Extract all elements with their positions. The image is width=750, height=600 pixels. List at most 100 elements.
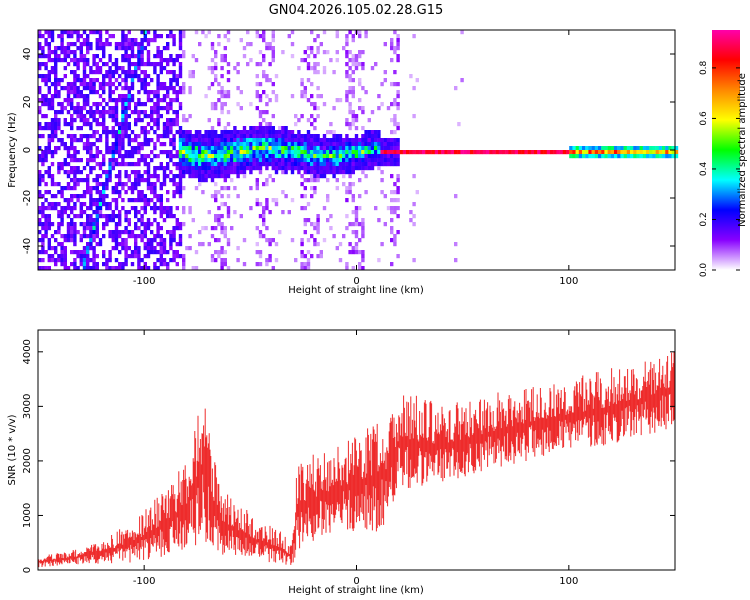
- heatmap-cell: [121, 134, 125, 139]
- heatmap-cell: [351, 54, 355, 59]
- heatmap-cell: [38, 62, 42, 67]
- heatmap-cell: [169, 178, 173, 183]
- heatmap-cell: [252, 154, 256, 159]
- heatmap-cell: [121, 70, 125, 75]
- heatmap-cell: [348, 138, 352, 143]
- heatmap-cell: [233, 130, 237, 135]
- heatmap-cell: [422, 150, 426, 155]
- heatmap-cell: [607, 146, 611, 151]
- heatmap-cell: [361, 66, 365, 71]
- heatmap-cell: [364, 190, 368, 195]
- heatmap-cell: [412, 174, 416, 179]
- heatmap-cell: [76, 58, 80, 63]
- heatmap-cell: [98, 198, 103, 203]
- heatmap-cell: [76, 170, 80, 175]
- heatmap-cell: [166, 206, 170, 211]
- heatmap-cell: [204, 138, 208, 143]
- heatmap-cell: [310, 162, 314, 167]
- heatmap-cell: [166, 118, 170, 123]
- heatmap-cell: [182, 134, 186, 139]
- heatmap-cell: [134, 70, 138, 75]
- heatmap-cell: [86, 98, 90, 103]
- heatmap-cell: [76, 230, 80, 235]
- heatmap-cell: [214, 166, 218, 171]
- heatmap-cell: [134, 106, 138, 111]
- heatmap-cell: [636, 146, 640, 151]
- heatmap-cell: [223, 102, 227, 107]
- heatmap-cell: [169, 118, 173, 123]
- heatmap-cell: [201, 162, 205, 167]
- heatmap-cell: [169, 230, 173, 235]
- heatmap-cell: [130, 198, 135, 203]
- heatmap-cell: [92, 250, 96, 255]
- heatmap-cell: [287, 166, 291, 171]
- heatmap-cell: [281, 130, 285, 135]
- heatmap-cell: [316, 242, 320, 247]
- heatmap-cell: [124, 46, 128, 51]
- heatmap-cell: [294, 162, 298, 167]
- heatmap-cell: [124, 262, 128, 267]
- heatmap-cell: [92, 70, 96, 75]
- heatmap-cell: [105, 174, 109, 179]
- heatmap-cell: [409, 218, 413, 223]
- heatmap-cell: [310, 102, 314, 107]
- heatmap-cell: [214, 102, 218, 107]
- heatmap-cell: [370, 110, 375, 115]
- heatmap-cell: [73, 50, 77, 55]
- heatmap-cell: [66, 86, 71, 91]
- heatmap-cell: [358, 222, 362, 227]
- heatmap-cell: [95, 202, 99, 207]
- heatmap-cell: [182, 158, 186, 163]
- heatmap-cell: [140, 126, 144, 131]
- heatmap-cell: [182, 90, 186, 95]
- heatmap-cell: [76, 30, 80, 35]
- heatmap-cell: [194, 266, 199, 271]
- heatmap-cell: [214, 106, 218, 111]
- heatmap-cell: [182, 130, 186, 135]
- heatmap-cell: [313, 166, 317, 171]
- heatmap-cell: [623, 154, 627, 159]
- heatmap-cell: [70, 134, 74, 139]
- heatmap-cell: [169, 258, 173, 263]
- heatmap-cell: [265, 46, 269, 51]
- heatmap-cell: [134, 198, 138, 203]
- heatmap-cell: [210, 226, 215, 231]
- heatmap-cell: [166, 58, 170, 63]
- heatmap-cell: [364, 34, 368, 39]
- heatmap-cell: [156, 198, 160, 203]
- y-tick-label: 0: [22, 567, 33, 573]
- heatmap-cell: [204, 226, 208, 231]
- heatmap-cell: [121, 66, 125, 71]
- heatmap-cell: [284, 126, 288, 131]
- heatmap-cell: [73, 174, 77, 179]
- heatmap-cell: [153, 130, 157, 135]
- heatmap-cell: [76, 34, 80, 39]
- heatmap-cell: [38, 218, 42, 223]
- heatmap-cell: [57, 166, 61, 171]
- heatmap-cell: [41, 94, 45, 99]
- heatmap-cell: [156, 122, 160, 127]
- heatmap-cell: [316, 138, 320, 143]
- heatmap-cell: [354, 214, 359, 219]
- heatmap-cell: [380, 146, 384, 151]
- heatmap-cell: [63, 250, 67, 255]
- heatmap-cell: [313, 238, 317, 243]
- heatmap-cell: [124, 214, 128, 219]
- heatmap-cell: [278, 126, 282, 131]
- heatmap-cell: [345, 122, 349, 127]
- heatmap-cell: [281, 210, 285, 215]
- heatmap-cell: [162, 250, 167, 255]
- heatmap-cell: [300, 166, 304, 171]
- heatmap-cell: [374, 206, 378, 211]
- heatmap-cell: [252, 166, 256, 171]
- heatmap-cell: [303, 194, 307, 199]
- heatmap-cell: [172, 226, 176, 231]
- heatmap-cell: [457, 122, 461, 127]
- heatmap-cell: [191, 146, 195, 151]
- heatmap-cell: [265, 150, 269, 155]
- heatmap-cell: [300, 194, 304, 199]
- heatmap-cell: [50, 258, 55, 263]
- heatmap-cell: [134, 170, 138, 175]
- heatmap-cell: [255, 226, 259, 231]
- heatmap-cell: [393, 46, 397, 51]
